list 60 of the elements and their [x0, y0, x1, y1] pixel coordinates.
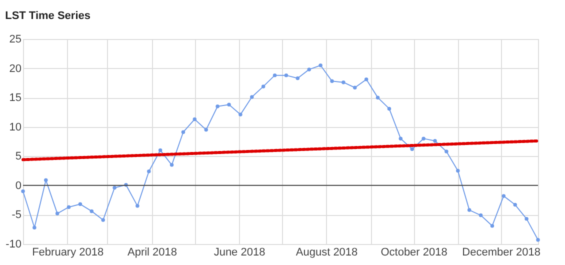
point [490, 224, 494, 228]
point [513, 202, 517, 207]
point [330, 79, 334, 84]
x-tick-label: February 2018 [32, 246, 104, 258]
point [456, 168, 460, 173]
point [467, 208, 472, 212]
point [296, 76, 300, 80]
point [216, 104, 220, 108]
point [90, 209, 94, 214]
point [204, 128, 208, 132]
x-tick-label: October 2018 [380, 246, 448, 258]
point [307, 68, 311, 72]
point [444, 150, 448, 154]
point [353, 86, 357, 90]
point [422, 136, 426, 140]
y-tick-label: 5 [15, 150, 22, 163]
chart-title: LST Time Series [5, 10, 90, 22]
point [21, 189, 25, 194]
x-tick-label: December 2018 [462, 246, 540, 258]
point [318, 63, 322, 68]
point [181, 130, 186, 134]
point [398, 136, 403, 140]
y-tick-label: 0 [15, 180, 22, 192]
point [147, 170, 151, 174]
y-tick-label: -5 [12, 209, 22, 222]
point [410, 147, 414, 151]
y-tick-label: 25 [9, 34, 22, 46]
point [364, 78, 368, 82]
point [66, 205, 71, 209]
point [284, 73, 288, 78]
point [433, 139, 437, 143]
point [478, 213, 483, 218]
y-tick-label: 15 [9, 92, 22, 104]
point [192, 117, 197, 122]
point [272, 73, 277, 78]
point [261, 84, 266, 88]
point [170, 163, 174, 167]
y-tick-label: -10 [6, 238, 22, 250]
point [44, 178, 48, 182]
point [387, 106, 392, 111]
point [136, 204, 140, 208]
point [101, 218, 105, 222]
point [502, 194, 506, 198]
y-tick-label: 20 [9, 62, 22, 75]
point [524, 216, 528, 221]
point [78, 202, 82, 206]
point [32, 226, 36, 230]
x-tick-label: August 2018 [296, 246, 358, 258]
x-tick-label: April 2018 [127, 246, 178, 258]
point [55, 212, 60, 216]
point [376, 96, 380, 100]
point [158, 148, 162, 152]
point [238, 112, 242, 116]
point [250, 95, 254, 99]
y-tick-label: 10 [9, 121, 22, 134]
point [536, 238, 540, 242]
point [227, 102, 231, 106]
point [342, 80, 346, 84]
point [112, 186, 116, 190]
x-tick-label: June 2018 [214, 246, 266, 258]
